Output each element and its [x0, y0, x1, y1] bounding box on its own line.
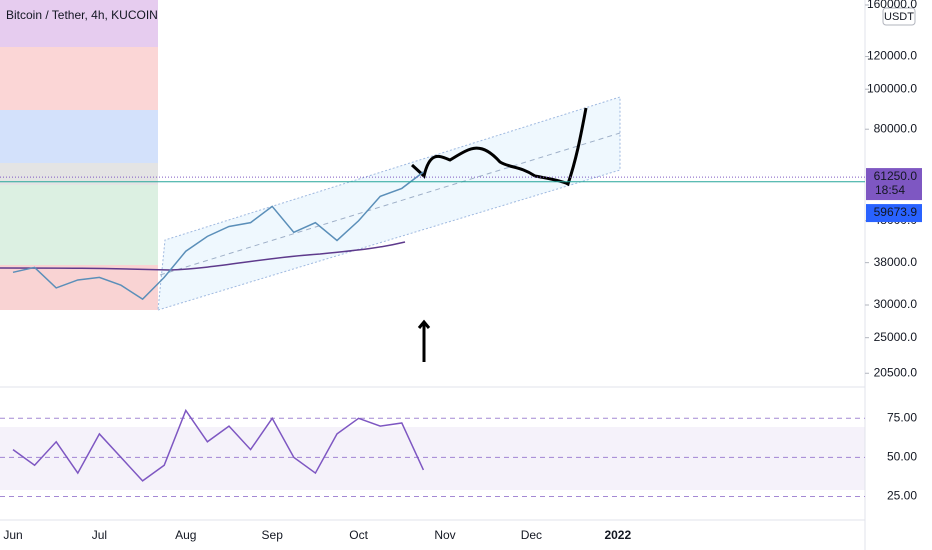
channel — [157, 96, 621, 311]
price-line — [12, 408, 425, 482]
countdown: 18:54 — [875, 183, 905, 197]
y-tick-label: 160000.0 — [867, 0, 917, 11]
x-tick-label: Aug — [175, 528, 196, 542]
y-tick-label: 20500.0 — [874, 365, 918, 379]
x-tick-label: Nov — [434, 528, 455, 542]
drawing — [410, 107, 588, 187]
bid-price-label: 59673.9 — [874, 205, 918, 219]
price-line — [12, 171, 424, 301]
y-tick-label: 30000.0 — [874, 297, 918, 311]
x-tick-label: Oct — [349, 528, 368, 542]
moving-average — [0, 241, 406, 271]
x-tick-label: Dec — [521, 528, 542, 542]
currency-box — [882, 7, 916, 26]
rsi-band — [0, 427, 865, 490]
y-tick-label: 38000.0 — [874, 255, 918, 269]
y-tick-label: 50.00 — [887, 450, 917, 464]
x-tick-label: Jul — [92, 528, 107, 542]
arrow — [417, 319, 431, 362]
last-price-badge — [866, 168, 922, 201]
x-tick-label: 2022 — [604, 528, 631, 542]
y-tick-label: 80000.0 — [874, 121, 918, 135]
x-tick-label: Sep — [262, 528, 284, 542]
y-tick-label: 120000.0 — [867, 49, 917, 63]
fib-zones — [0, 0, 158, 310]
last-price-label: 61250.0 — [874, 169, 918, 183]
chart-title: Bitcoin / Tether, 4h, KUCOIN — [6, 8, 158, 22]
bid-price-badge — [866, 204, 922, 223]
y-tick-label: 25.00 — [887, 489, 917, 503]
y-tick-label: 25000.0 — [874, 330, 918, 344]
x-tick-label: Jun — [3, 528, 22, 542]
y-tick-label: 100000.0 — [867, 81, 917, 95]
currency: USDT — [884, 11, 914, 23]
y-tick-label: 75.00 — [887, 410, 917, 424]
